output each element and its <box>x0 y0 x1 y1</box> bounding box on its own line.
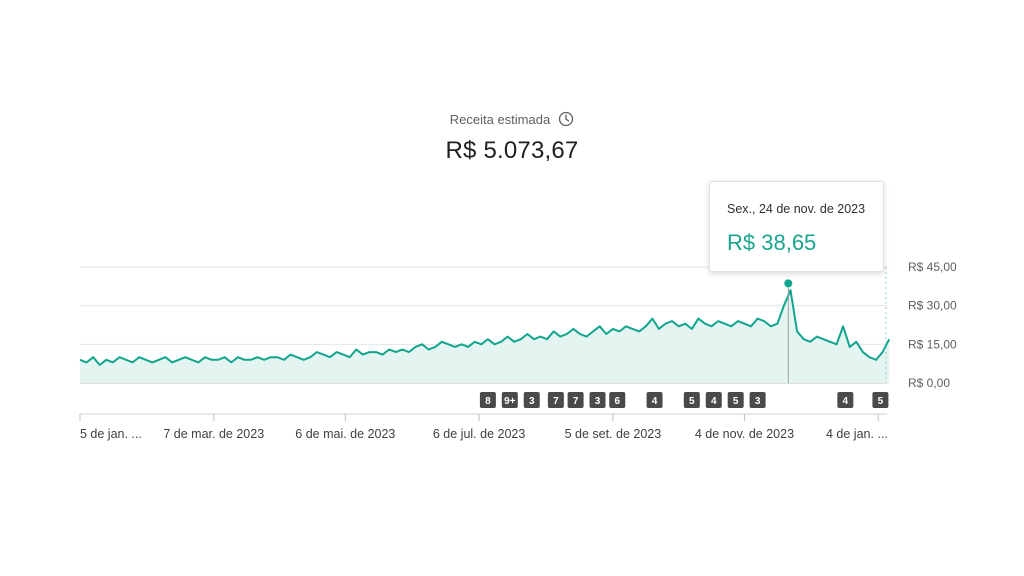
annotation-badge-label: 5 <box>689 396 695 407</box>
annotation-badge-bg <box>705 392 722 408</box>
annotation-badge-bg <box>683 392 700 408</box>
x-tick-label: 6 de jul. de 2023 <box>433 427 525 441</box>
annotation-badge-label: 4 <box>711 396 717 407</box>
x-tick-label: 4 de nov. de 2023 <box>695 427 794 441</box>
annotation-badge[interactable]: 5 <box>727 392 744 408</box>
annotation-badge-label: 3 <box>595 396 601 407</box>
metric-label: Receita estimada <box>449 111 551 127</box>
tooltip-date: Sex., 24 de nov. de 2023 <box>727 202 866 216</box>
y-tick-label: R$ 45,00 <box>908 260 957 274</box>
y-tick-label: R$ 30,00 <box>908 299 957 313</box>
annotation-badge-bg <box>837 392 854 408</box>
annotation-badge[interactable]: 7 <box>567 392 584 408</box>
clock-icon[interactable] <box>558 111 574 127</box>
annotation-badge-label: 9+ <box>504 396 516 407</box>
annotation-badge-bg <box>479 392 496 408</box>
annotation-badge[interactable]: 4 <box>837 392 854 408</box>
annotation-badge[interactable]: 4 <box>705 392 722 408</box>
annotation-badge[interactable]: 7 <box>547 392 564 408</box>
annotation-badge-label: 5 <box>733 396 739 407</box>
annotation-badge-bg <box>547 392 564 408</box>
annotation-badge[interactable]: 3 <box>523 392 540 408</box>
annotation-badge-bg <box>567 392 584 408</box>
x-tick-label: 5 de set. de 2023 <box>565 427 662 441</box>
x-tick-label: 6 de mai. de 2023 <box>295 427 395 441</box>
annotation-badge-bg <box>749 392 766 408</box>
annotation-badge-label: 7 <box>553 396 559 407</box>
series-area <box>80 290 890 383</box>
annotation-badge[interactable]: 5 <box>683 392 700 408</box>
annotation-badge-label: 5 <box>878 396 884 407</box>
chart-tooltip: Sex., 24 de nov. de 2023 R$ 38,65 <box>709 181 884 272</box>
y-tick-label: R$ 15,00 <box>908 337 957 351</box>
x-tick-label: 5 de jan. ... <box>80 427 142 441</box>
metric-header: Receita estimada R$ 5.073,67 <box>0 111 1024 165</box>
annotation-badge[interactable]: 4 <box>646 392 663 408</box>
highlight-point[interactable] <box>784 279 793 288</box>
metric-total: R$ 5.073,67 <box>445 137 579 164</box>
annotation-badge-bg <box>501 392 518 408</box>
metric-label-row: Receita estimada <box>0 111 1024 127</box>
annotation-badge-bg <box>727 392 744 408</box>
x-tick-label: 7 de mar. de 2023 <box>163 427 264 441</box>
annotation-badge[interactable]: 8 <box>479 392 496 408</box>
tooltip-value: R$ 38,65 <box>727 230 817 255</box>
x-tick-label: 4 de jan. ... <box>826 427 888 441</box>
annotation-badge-label: 4 <box>843 396 849 407</box>
annotation-badge-label: 4 <box>652 396 658 407</box>
annotation-badge-label: 7 <box>573 396 579 407</box>
annotation-badge-bg <box>646 392 663 408</box>
annotation-badge[interactable]: 6 <box>609 392 626 408</box>
annotation-badge[interactable]: 3 <box>749 392 766 408</box>
annotation-badge-label: 6 <box>614 396 620 407</box>
annotation-badge-label: 8 <box>485 396 491 407</box>
annotation-badge[interactable]: 5 <box>872 392 889 408</box>
annotation-badge-bg <box>609 392 626 408</box>
annotation-badge[interactable]: 3 <box>589 392 606 408</box>
series-line <box>79 289 891 366</box>
annotation-badge-bg <box>589 392 606 408</box>
y-tick-label: R$ 0,00 <box>908 376 950 390</box>
annotation-badge-bg <box>523 392 540 408</box>
annotation-badge-bg <box>872 392 889 408</box>
annotation-badge[interactable]: 9+ <box>501 392 518 408</box>
annotation-badge-label: 3 <box>529 396 535 407</box>
annotation-badge-label: 3 <box>755 396 761 407</box>
